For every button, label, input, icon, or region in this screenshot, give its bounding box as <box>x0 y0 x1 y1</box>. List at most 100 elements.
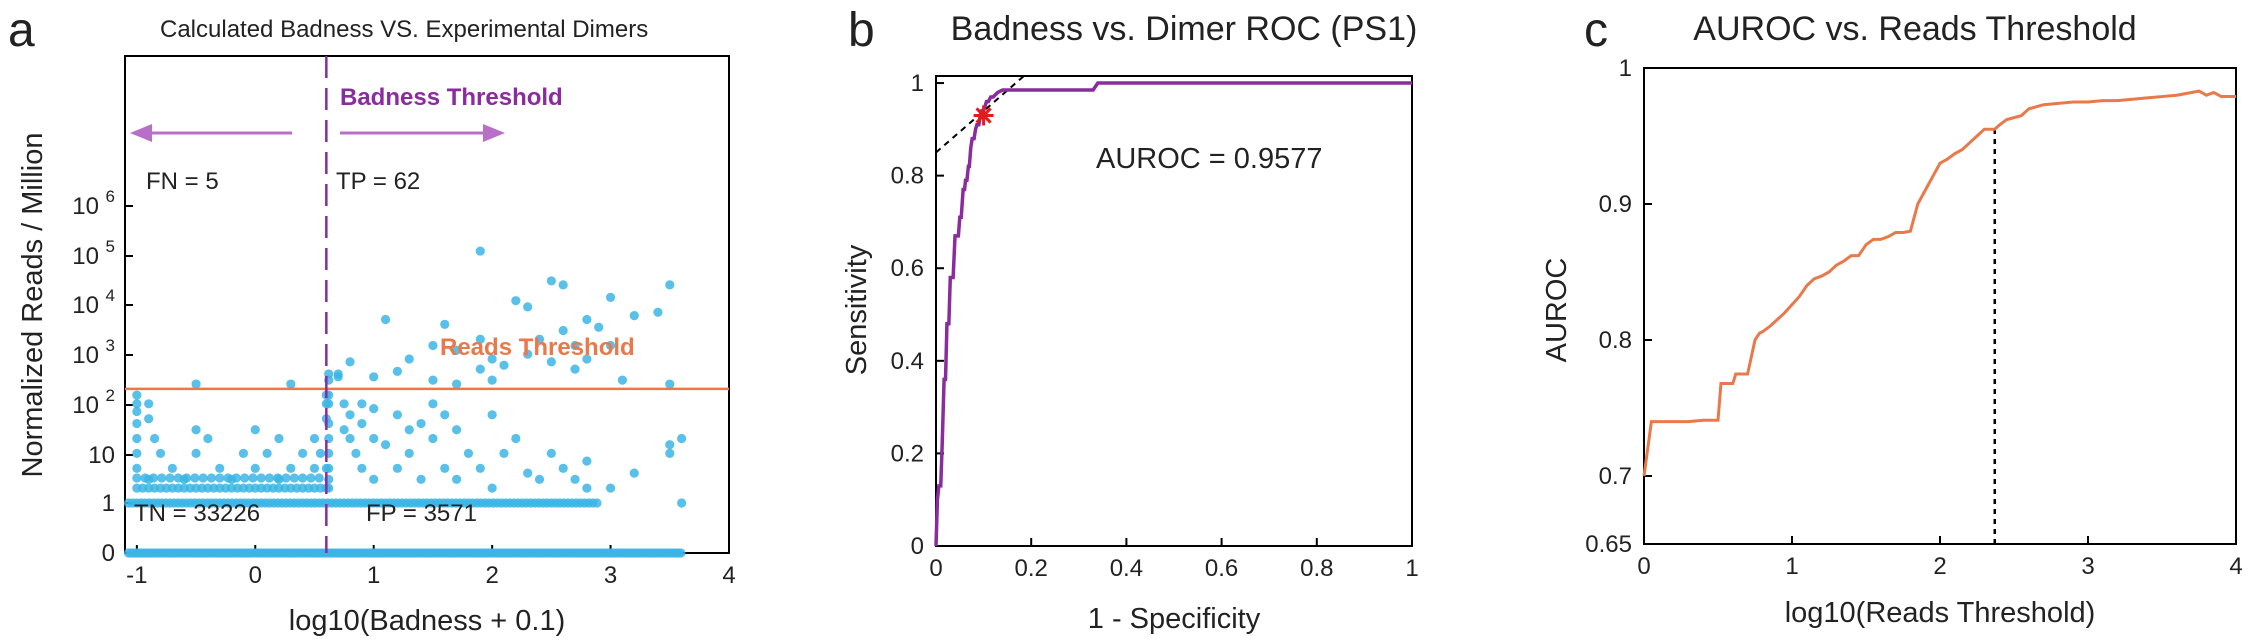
fp-count: FP = 3571 <box>366 500 477 527</box>
scatter-point <box>416 474 426 484</box>
panel-a-xtick-label: 3 <box>604 562 617 589</box>
panel-a-xtick-label: 1 <box>367 562 380 589</box>
auroc-curve <box>1642 89 2236 477</box>
scatter-point <box>240 473 250 483</box>
scatter-point <box>452 345 462 355</box>
scatter-point <box>345 410 355 420</box>
panel-b-xtick-label: 0.2 <box>1015 555 1048 582</box>
scatter-point <box>534 334 545 344</box>
scatter-point <box>582 483 592 493</box>
scatter-point <box>289 473 299 483</box>
panel-a-points <box>123 246 687 558</box>
scatter-point <box>570 364 580 374</box>
scatter-point <box>582 456 592 466</box>
panel-c-ytick-label: 1 <box>1619 55 1632 82</box>
panel-a-ytick-label: 0 <box>102 540 115 567</box>
star-ray <box>975 107 992 124</box>
scatter-point <box>215 473 225 483</box>
scatter-point <box>440 410 450 420</box>
panel-c-ylabel: AUROC <box>1541 258 1573 363</box>
scatter-point <box>392 366 402 377</box>
panel-a-ytick-exponent: 5 <box>106 237 115 256</box>
panel-c-xtick-label: 3 <box>2081 553 2094 580</box>
scatter-point <box>132 463 142 473</box>
scatter-point <box>404 425 414 435</box>
panel-a-ytick-exponent: 4 <box>106 286 115 305</box>
panel-c-plot-frame <box>1643 67 2237 545</box>
scatter-point <box>324 463 334 473</box>
scatter-point <box>132 473 142 483</box>
scatter-point <box>392 410 402 420</box>
scatter-point <box>314 473 324 483</box>
scatter-point <box>274 474 284 484</box>
right-arrow-icon <box>340 124 505 142</box>
reads-threshold-label: Reads Threshold <box>440 334 635 361</box>
scatter-point <box>357 463 367 473</box>
scatter-point <box>250 463 260 473</box>
scatter-point <box>132 418 142 429</box>
scatter-point <box>144 414 154 424</box>
panel-a-ytick-exponent: 2 <box>106 386 115 405</box>
panel-b-ytick-label: 0.8 <box>891 163 924 190</box>
scatter-point <box>369 433 379 444</box>
badness-threshold-label: Badness Threshold <box>340 84 563 111</box>
scatter-point <box>629 468 639 478</box>
panel-letter-b: b <box>848 4 875 57</box>
panel-c-ytick-label: 0.8 <box>1599 327 1632 354</box>
scatter-point <box>617 375 628 385</box>
scatter-point <box>558 325 568 336</box>
panel-a-ticks: -1 0 1 2 3 4 0 1 10 10 2 10 3 10 4 10 5 10 6 <box>72 187 735 589</box>
panel-b-xtick-label: 0.4 <box>1110 555 1143 582</box>
scatter-point <box>155 448 166 458</box>
scatter-point <box>256 473 266 483</box>
scatter-point <box>369 474 379 484</box>
scatter-point <box>428 375 438 385</box>
scatter-point <box>546 448 556 458</box>
scatter-point <box>487 354 497 364</box>
scatter-point <box>452 474 462 484</box>
scatter-point <box>416 418 426 429</box>
optimal-point-star-icon <box>973 105 994 126</box>
scatter-point <box>428 433 438 444</box>
scatter-point <box>475 246 485 256</box>
scatter-point <box>380 314 391 325</box>
panel-a-title: Calculated Badness VS. Experimental Dime… <box>160 16 648 43</box>
scatter-point <box>369 372 379 382</box>
scatter-point <box>629 311 639 321</box>
auroc-value: AUROC = 0.9577 <box>1096 143 1322 175</box>
panel-letter-c: c <box>1584 4 1608 57</box>
scatter-point <box>306 473 316 483</box>
scatter-point <box>309 433 320 444</box>
scatter-point <box>357 418 367 429</box>
scatter-point <box>262 448 272 458</box>
scatter-point <box>546 276 556 286</box>
scatter-point <box>198 473 208 483</box>
panel-b-ytick-label: 0.4 <box>891 348 924 375</box>
scatter-point <box>676 548 686 558</box>
scatter-point <box>592 498 602 508</box>
scatter-point <box>286 379 296 389</box>
scatter-point <box>452 425 462 435</box>
panel-a-xtick-label: 4 <box>722 562 735 589</box>
panel-b-roc: b Badness vs. Dimer ROC (PS1) 0 0.2 0.4 0.6… <box>841 4 1419 635</box>
scatter-point <box>487 410 497 420</box>
panel-a-ytick-label: 1 <box>102 490 115 517</box>
scatter-point <box>665 379 675 389</box>
scatter-point <box>653 307 663 317</box>
panel-a-xtick-label: -1 <box>126 562 147 589</box>
panel-c-xlabel: log10(Reads Threshold) <box>1785 597 2096 629</box>
scatter-point <box>250 425 260 435</box>
panel-b-xtick-label: 0.6 <box>1205 555 1238 582</box>
scatter-point <box>487 375 497 385</box>
scatter-point <box>665 448 675 458</box>
scatter-point <box>475 463 485 473</box>
panel-c-ytick-label: 0.65 <box>1585 531 1632 558</box>
scatter-point <box>191 425 201 435</box>
panel-a-ytick-label: 10 <box>72 392 99 419</box>
panel-b-plot-frame <box>935 75 1413 547</box>
scatter-point <box>369 404 379 414</box>
panel-b-ytick-label: 1 <box>911 70 924 97</box>
scatter-point <box>132 433 142 444</box>
panel-c-ytick-label: 0.9 <box>1599 191 1632 218</box>
scatter-point <box>677 433 687 444</box>
